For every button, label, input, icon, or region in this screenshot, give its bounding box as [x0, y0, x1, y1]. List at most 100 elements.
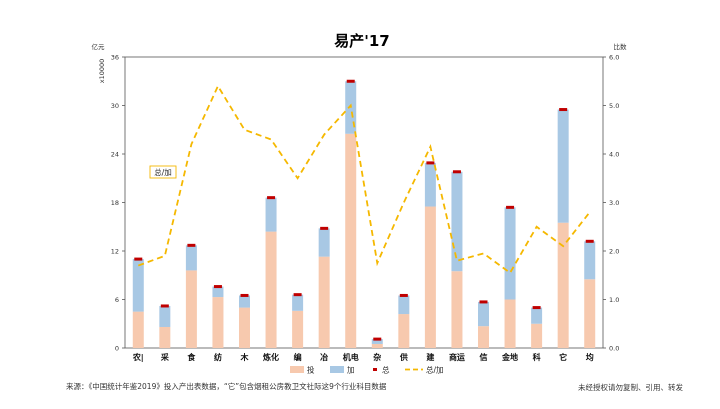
y-left-tick-label: 36: [111, 54, 119, 62]
bar-segment-jia: [159, 305, 171, 327]
bar-segment-tou: [451, 271, 463, 348]
total-marker: [479, 300, 488, 304]
bar-segment-tou: [424, 206, 436, 348]
x-category-label: 杂: [373, 352, 381, 362]
y-left-tick-label: 18: [111, 199, 119, 207]
y-right-tick-label: 6.0: [609, 54, 619, 62]
x-category-label: 纺: [214, 352, 222, 362]
copyright-note: 未经授权请勿复制、引用、转发: [578, 382, 683, 392]
total-marker: [452, 170, 461, 174]
bar-segment-tou: [318, 256, 330, 348]
bar-segment-tou: [132, 311, 144, 348]
bar-segment-tou: [371, 343, 383, 348]
x-category-label: 炼化: [263, 352, 279, 362]
bar-segment-jia: [212, 286, 224, 298]
bar-segment-jia: [132, 259, 144, 312]
total-marker: [346, 79, 355, 83]
bar-segment-tou: [478, 326, 489, 348]
total-marker: [506, 205, 515, 209]
bar-segment-jia: [504, 207, 516, 300]
x-category-label: 均: [586, 352, 594, 362]
bar-segment-tou: [584, 279, 596, 348]
legend-swatch-jia: [330, 366, 344, 373]
total-marker: [320, 226, 329, 230]
bar-segment-jia: [478, 301, 489, 327]
y-left-tick-label: 0: [115, 345, 119, 353]
bar-segment-tou: [398, 314, 410, 348]
total-marker: [293, 293, 302, 297]
ratio-line: [137, 84, 591, 275]
bar-segment-tou: [292, 310, 304, 348]
legend-swatch-zong: [373, 368, 377, 371]
total-marker: [399, 293, 408, 297]
bar-segment-jia: [318, 228, 330, 257]
total-marker: [559, 108, 568, 112]
x-category-label: 编: [294, 352, 302, 362]
y-right-tick-label: 2.0: [609, 248, 619, 256]
legend-label-ratio: 总/加: [426, 365, 444, 375]
bar-segment-tou: [212, 297, 224, 348]
plot-area: 0 6 12 18 24 30 36 0.0 1.0 2.0 3.0 4.0 5.0 6.0 农| 采 食 纺 木 炼…: [111, 54, 620, 363]
bar-segment-tou: [265, 231, 277, 348]
x-category-label: 农|: [132, 352, 144, 362]
chart-title: 易产'17: [334, 32, 389, 50]
x-category-label: 建: [425, 352, 435, 362]
y-right-tick-label: 5.0: [609, 102, 619, 110]
total-marker: [160, 304, 169, 308]
y-right-unit: 比数: [614, 42, 628, 51]
y-right-tick-label: 0.0: [609, 345, 619, 353]
bar-segment-jia: [265, 197, 277, 232]
x-category-label: 供: [399, 352, 408, 362]
bar-segment-tou: [531, 323, 543, 348]
bar-segment-jia: [557, 109, 569, 223]
x-category-label: 机电: [343, 352, 359, 362]
bar-segment-jia: [371, 339, 383, 344]
total-marker: [532, 306, 541, 310]
source-note: 来源：《中国统计年鉴2019》投入产出表数据，“它”包含烟租公房教卫文社际这9个…: [66, 381, 387, 391]
total-marker: [585, 239, 594, 243]
y-left-tick-label: 30: [111, 102, 119, 110]
legend: 投 加 总 总/加: [290, 365, 444, 375]
legend-label-zong: 总: [382, 365, 390, 375]
y-left-tick-label: 12: [111, 248, 119, 256]
x-category-label: 它: [559, 352, 567, 362]
x-category-label: 科: [533, 352, 541, 362]
x-category-label: 金地: [501, 352, 518, 362]
bar-segment-jia: [424, 162, 436, 207]
bar-segment-jia: [584, 241, 596, 280]
y-right-tick-label: 4.0: [609, 151, 619, 159]
total-marker: [267, 196, 276, 200]
bar-segment-tou: [557, 222, 569, 348]
bar-segment-tou: [504, 299, 516, 348]
total-marker: [134, 257, 143, 261]
y-right-tick-label: 3.0: [609, 199, 619, 207]
bar-segment-jia: [531, 307, 543, 324]
y-left-tick-label: 24: [111, 151, 119, 159]
x-category-label: 冶: [320, 352, 328, 362]
bar-segment-jia: [398, 295, 410, 315]
bar-segment-tou: [345, 133, 357, 348]
bar-segment-jia: [292, 294, 304, 311]
y-left-multiplier: x10000: [98, 59, 106, 84]
x-category-label: 食: [187, 352, 196, 362]
bar-segment-jia: [239, 295, 250, 308]
legend-swatch-tou: [290, 366, 304, 373]
x-category-label: 商运: [449, 352, 465, 362]
x-category-label: 信: [480, 352, 488, 362]
bar-segment-tou: [185, 270, 197, 348]
total-marker: [240, 293, 249, 297]
bar-segment-jia: [185, 245, 197, 271]
bar-segment-tou: [239, 307, 250, 348]
legend-label-jia: 加: [347, 365, 355, 375]
total-marker: [213, 285, 222, 289]
ratio-annotation-box: [149, 165, 177, 179]
total-marker: [187, 243, 196, 247]
y-left-unit: 亿元: [92, 42, 106, 51]
bar-segment-tou: [159, 326, 171, 348]
legend-label-tou: 投: [307, 365, 315, 375]
bar-segment-jia: [451, 171, 463, 272]
y-right-tick-label: 1.0: [609, 296, 619, 304]
total-marker: [426, 161, 435, 165]
